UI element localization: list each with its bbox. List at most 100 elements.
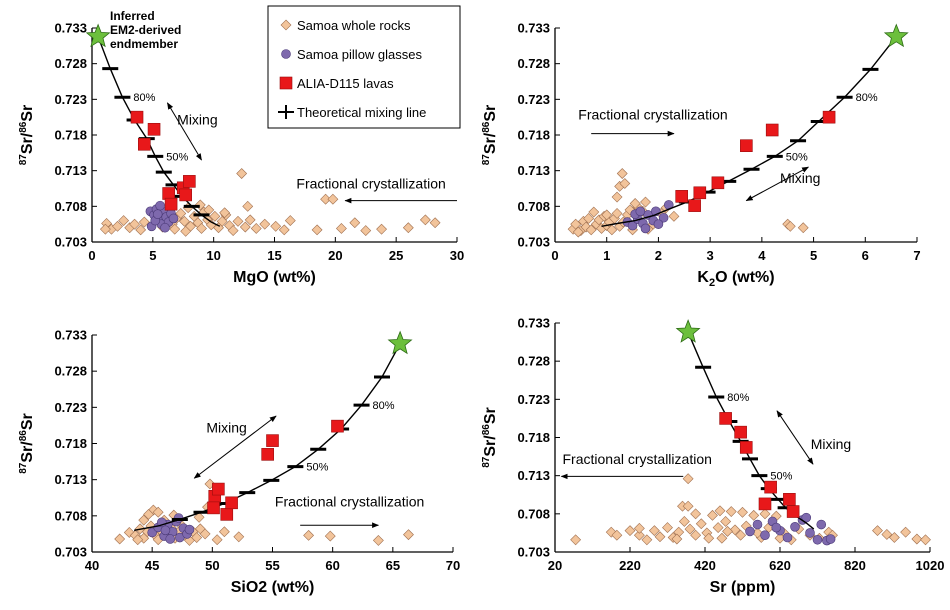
whole-rock-point: [648, 525, 660, 537]
x-tick-label: 420: [694, 558, 716, 573]
whole-rock-point: [703, 532, 715, 544]
whole-rock-point: [682, 473, 694, 485]
whole-rock-point: [684, 523, 696, 535]
whole-rock-point: [722, 525, 733, 537]
whole-rock-point: [112, 220, 123, 232]
y-tick-label: 0.708: [517, 506, 550, 521]
whole-rock-point: [211, 534, 223, 546]
whole-rock-point: [695, 518, 707, 530]
process-arrow: [776, 410, 814, 465]
whole-rock-point: [196, 223, 207, 234]
whole-rock-point: [204, 478, 216, 490]
alia-lava-point: [183, 175, 196, 188]
whole-rock-point: [191, 532, 203, 543]
whole-rock-point: [690, 529, 702, 541]
whole-rock-point: [194, 199, 206, 211]
whole-rock-point: [311, 224, 323, 236]
whole-rock-point: [668, 210, 680, 222]
whole-rock-point: [402, 222, 414, 234]
alia-lava-point: [675, 190, 689, 203]
chart-panel-mgo: 0.703 0.708 0.713 0.718 0.723 0.728 0.733 0 5 10 1…: [18, 21, 464, 287]
pillow-glass-point: [658, 212, 669, 223]
whole-rock-point: [735, 529, 747, 541]
pillow-glass-point: [812, 534, 823, 545]
whole-rock-point: [682, 500, 694, 512]
process-annotation: Fractional crystallization: [296, 176, 445, 192]
x-tick-label: 70: [446, 558, 460, 573]
whole-rock-point: [429, 217, 441, 229]
y-tick-label: 0.733: [517, 316, 550, 331]
pillow-glass-point: [752, 519, 763, 530]
x-tick-label: 30: [450, 248, 464, 263]
pillow-glass-point: [745, 526, 755, 537]
y-tick-label: 0.718: [54, 128, 87, 143]
alia-lava-point: [261, 448, 274, 461]
x-tick-label: 4: [758, 248, 766, 263]
whole-rock-point: [242, 200, 254, 212]
y-tick-label: 0.718: [54, 436, 87, 451]
y-axis-title: 87Sr/86Sr: [18, 105, 36, 166]
endmember-star: [883, 23, 909, 48]
whole-rock-point: [729, 524, 741, 536]
whole-rock-point: [911, 533, 923, 545]
whole-rock-point: [611, 529, 623, 541]
whole-rock-point: [244, 214, 256, 226]
y-tick-label: 0.718: [517, 128, 550, 143]
pillow-glass-point: [653, 219, 664, 229]
whole-rock-point: [633, 522, 645, 534]
y-tick-label: 0.733: [54, 21, 87, 36]
alia-lava-point: [212, 482, 225, 496]
y-tick-label: 0.708: [54, 199, 87, 214]
y-axis-title: 87Sr/86Sr: [481, 105, 499, 166]
whole-rock-point: [152, 506, 164, 518]
alia-lava-point: [765, 123, 779, 137]
process-annotation: Mixing: [177, 111, 217, 127]
alia-lava-point: [822, 110, 836, 124]
whole-rock-point: [580, 221, 592, 233]
alia-lava-point: [764, 480, 777, 494]
whole-rock-point: [616, 168, 628, 179]
alia-lava-point: [147, 122, 161, 136]
x-tick-label: 65: [386, 558, 400, 573]
alia-lava-point: [734, 425, 747, 439]
x-axis-title: MgO (wt%): [233, 269, 316, 286]
whole-rock-point: [227, 225, 239, 237]
legend-label: Theoretical mixing line: [297, 105, 426, 120]
mixing-percent-label: 50%: [786, 151, 808, 163]
chart-panel-sr: 0.703 0.708 0.713 0.718 0.723 0.728 0.733 20 220…: [481, 316, 944, 597]
process-arrow: [193, 415, 277, 479]
x-tick-label: 0: [551, 248, 558, 263]
process-arrow: [745, 166, 810, 202]
whole-rock-point: [690, 508, 702, 520]
x-tick-label: 40: [85, 558, 99, 573]
y-tick-label: 0.723: [517, 392, 550, 407]
alia-lava-point: [138, 137, 151, 151]
mixing-percent-label: 80%: [133, 92, 155, 104]
x-tick-label: 6: [862, 248, 869, 263]
x-tick-label: 10: [206, 248, 220, 263]
whole-rock-point: [180, 225, 192, 237]
y-tick-label: 0.703: [54, 545, 87, 560]
x-tick-label: 50: [205, 558, 219, 573]
alia-lava-point: [783, 493, 796, 506]
x-tick-label: 20: [328, 248, 342, 263]
legend-label: ALIA-D115 lavas: [297, 76, 394, 91]
alia-lava-point: [130, 110, 144, 124]
pillow-glass-point: [155, 200, 165, 211]
y-tick-label: 0.723: [54, 92, 87, 107]
mixing-percent-label: 50%: [306, 462, 328, 474]
pillow-glass-point: [165, 534, 176, 544]
whole-rock-point: [725, 506, 737, 517]
pillow-glass-point: [168, 213, 179, 224]
y-tick-label: 0.713: [54, 163, 87, 178]
endmember-label-line: Inferred: [110, 9, 155, 23]
alia-lava-point: [719, 412, 732, 425]
whole-rock-point: [714, 505, 726, 517]
y-tick-label: 0.703: [517, 235, 550, 250]
whole-rock-point: [671, 533, 683, 545]
whole-rock-point: [376, 223, 387, 235]
whole-rock-point: [720, 516, 732, 527]
x-tick-label: 0: [88, 248, 95, 263]
